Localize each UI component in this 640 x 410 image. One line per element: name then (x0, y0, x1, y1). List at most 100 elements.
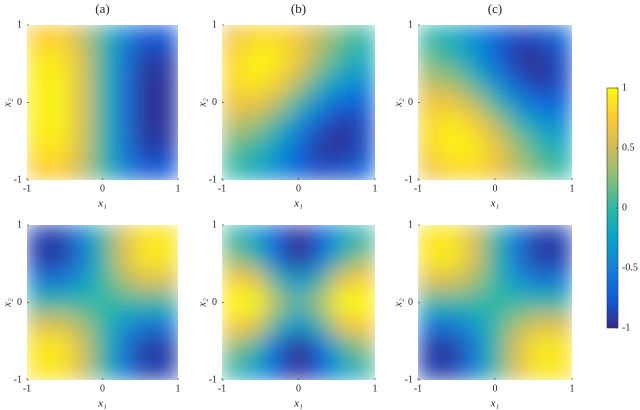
cell (265, 247, 289, 270)
cell (156, 69, 178, 93)
x-axis-label: x₁ (293, 398, 303, 410)
x-axis-label: x₁ (490, 398, 500, 410)
cell (506, 247, 529, 270)
cell (265, 335, 289, 359)
heatmap (222, 25, 375, 180)
cell (156, 313, 178, 337)
cell (27, 247, 50, 270)
cell (156, 25, 178, 48)
cell (91, 113, 114, 137)
cell (156, 291, 178, 315)
cell (113, 247, 136, 270)
cell (113, 47, 136, 70)
cell (70, 313, 93, 337)
cell (353, 225, 375, 248)
cell (134, 157, 158, 180)
cell (440, 225, 463, 248)
cell (353, 335, 375, 359)
cell (48, 135, 71, 159)
cell (91, 291, 114, 315)
cell (418, 357, 441, 380)
cell (287, 113, 311, 137)
cell (506, 269, 529, 293)
cell (418, 225, 441, 248)
cell (331, 113, 354, 137)
cell (462, 157, 485, 180)
cell (27, 25, 50, 48)
cell (309, 225, 332, 248)
y-tick-label: 1 (408, 219, 413, 230)
cell (91, 157, 114, 180)
cell (462, 313, 485, 337)
cell (27, 225, 50, 248)
cell (550, 269, 572, 293)
x-tick-label: -1 (23, 183, 31, 194)
cell (91, 47, 114, 70)
cell (48, 69, 71, 93)
y-axis-label: x₂ (2, 298, 14, 308)
cell (550, 357, 572, 380)
cell (222, 113, 245, 137)
cell (440, 247, 463, 270)
cell (506, 135, 529, 159)
cell (287, 247, 311, 270)
y-tick-label: -1 (405, 174, 413, 185)
cell (222, 247, 245, 270)
cell (70, 47, 93, 70)
y-tick-label: 0 (408, 297, 413, 308)
cell (91, 313, 114, 337)
cell (550, 157, 572, 180)
x-tick-label: 1 (570, 383, 575, 394)
cell (309, 335, 332, 359)
cell (550, 247, 572, 270)
cell (243, 25, 267, 48)
cell (331, 91, 354, 115)
cell (440, 291, 463, 315)
cell (27, 91, 50, 115)
cell (331, 335, 354, 359)
cell (265, 269, 289, 293)
cell (528, 91, 551, 115)
cell (70, 25, 93, 48)
cell (265, 225, 289, 248)
cell (462, 335, 485, 359)
cell (484, 291, 507, 315)
panel-title: (a) (95, 1, 109, 16)
cell (418, 91, 441, 115)
cell (506, 47, 529, 70)
cell (484, 91, 507, 115)
cell (550, 335, 572, 359)
cell (113, 157, 136, 180)
cell (222, 313, 245, 337)
x-tick-label: 0 (493, 383, 498, 394)
cell (309, 291, 332, 315)
cell (550, 135, 572, 159)
cell (156, 335, 178, 359)
cell (506, 313, 529, 337)
cell (462, 225, 485, 248)
cell (134, 135, 158, 159)
cell (156, 269, 178, 293)
cell (353, 47, 375, 70)
heatmap-clip (222, 25, 375, 180)
cell (462, 25, 485, 48)
cell (440, 335, 463, 359)
cell (134, 247, 158, 270)
cell (48, 291, 71, 315)
cell (113, 313, 136, 337)
heatmap-clip (418, 225, 572, 380)
cell (113, 335, 136, 359)
heatmap (27, 25, 178, 180)
cell (134, 47, 158, 70)
cell (550, 25, 572, 48)
cell (156, 225, 178, 248)
cell (309, 91, 332, 115)
cell (222, 69, 245, 93)
cell (528, 335, 551, 359)
cell (134, 69, 158, 93)
cell (156, 157, 178, 180)
cell (550, 225, 572, 248)
y-tick-label: -1 (14, 174, 22, 185)
cell (331, 69, 354, 93)
cell (243, 113, 267, 137)
